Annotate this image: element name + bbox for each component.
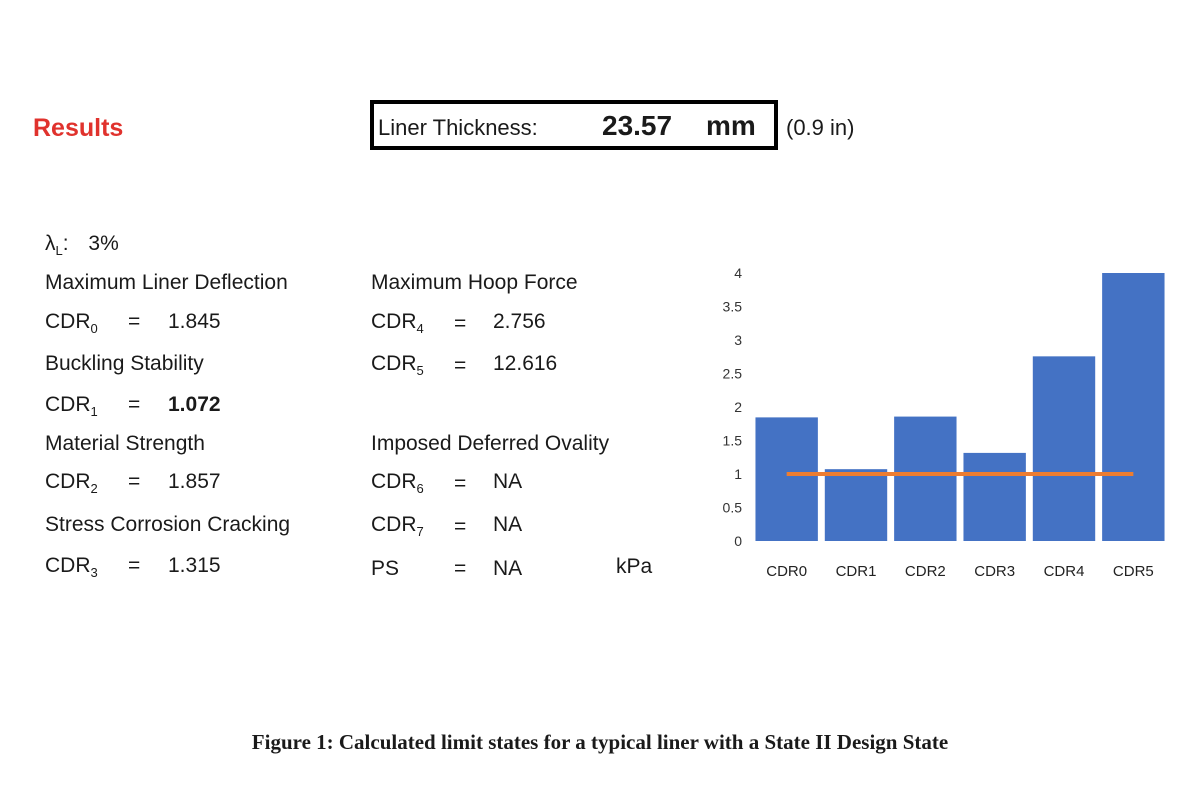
bar-cdr2	[894, 416, 957, 541]
corrosion-heading: Stress Corrosion Cracking	[45, 513, 291, 536]
cdr5-label: CDR5	[371, 352, 424, 378]
ps-label: PS	[371, 557, 400, 580]
liner-thickness-unit: mm	[706, 110, 756, 141]
y-tick-label: 1	[734, 466, 742, 482]
cdr-bar-chart: 0 0.5 1 1.5 2 2.5 3 3.5 4 CDR0 CDR1 CDR2 CDR3 CDR4 CDR…	[723, 265, 1165, 580]
y-tick-label: 1.5	[723, 433, 743, 449]
y-tick-label: 3	[734, 332, 742, 348]
liner-thickness-alt: (0.9 in)	[786, 115, 855, 140]
y-tick-label: 0	[734, 533, 742, 549]
figure-caption: Figure 1: Calculated limit states for a …	[251, 730, 949, 754]
y-tick-label: 4	[734, 265, 742, 281]
liner-thickness-box	[370, 100, 778, 150]
lambda-value: 3%	[88, 232, 119, 255]
lambda-colon: :	[62, 232, 69, 255]
buckling-heading: Buckling Stability	[45, 352, 204, 375]
x-category-label: CDR1	[836, 563, 877, 580]
cdr5-value: 12.616	[493, 352, 558, 375]
cdr1-value: 1.072	[168, 393, 221, 416]
bar-cdr3	[963, 452, 1026, 541]
cdr5-eq: =	[454, 354, 467, 377]
cdr0-label: CDR0	[45, 310, 98, 336]
cdr4-label: CDR4	[371, 310, 424, 336]
y-tick-label: 0.5	[723, 500, 743, 516]
cdr7-label: CDR7	[371, 513, 424, 539]
lambda-row: λL: 3%	[45, 232, 119, 258]
x-category-label: CDR3	[974, 563, 1015, 580]
cdr6-label: CDR6	[371, 470, 424, 496]
cdr0-value: 1.845	[168, 310, 221, 333]
ps-eq: =	[454, 557, 467, 580]
bar-cdr5	[1102, 273, 1165, 541]
material-heading: Material Strength	[45, 432, 205, 455]
cdr2-eq: =	[128, 470, 141, 493]
cdr3-label: CDR3	[45, 554, 98, 580]
x-category-label: CDR0	[766, 563, 807, 580]
cdr4-value: 2.756	[493, 310, 546, 333]
y-tick-label: 2	[734, 399, 742, 415]
cdr7-value: NA	[493, 513, 523, 536]
hoop-heading: Maximum Hoop Force	[371, 271, 578, 294]
x-category-label: CDR4	[1044, 563, 1085, 580]
bar-cdr0	[755, 417, 818, 541]
cdr6-value: NA	[493, 470, 523, 493]
cdr3-eq: =	[128, 554, 141, 577]
liner-thickness-value: 23.57	[602, 110, 673, 141]
lambda-subscript: L	[55, 243, 63, 258]
y-tick-label: 2.5	[723, 366, 743, 382]
ps-unit: kPa	[616, 555, 653, 578]
cdr3-value: 1.315	[168, 554, 221, 577]
cdr1-eq: =	[128, 393, 141, 416]
lambda-symbol: λ	[45, 232, 56, 255]
cdr2-value: 1.857	[168, 470, 221, 493]
ps-value: NA	[493, 557, 523, 580]
liner-thickness-label: Liner Thickness:	[378, 115, 538, 140]
cdr0-eq: =	[128, 310, 141, 333]
cdr1-label: CDR1	[45, 393, 98, 419]
bar-cdr4	[1032, 356, 1096, 541]
ovality-heading: Imposed Deferred Ovality	[371, 432, 610, 455]
cdr2-label: CDR2	[45, 470, 98, 496]
x-category-label: CDR5	[1113, 563, 1154, 580]
cdr4-eq: =	[454, 312, 467, 335]
bar-cdr1	[824, 469, 888, 541]
cdr6-eq: =	[454, 472, 467, 495]
deflection-heading: Maximum Liner Deflection	[45, 271, 288, 294]
x-category-label: CDR2	[905, 563, 946, 580]
y-tick-label: 3.5	[723, 299, 743, 315]
results-heading: Results	[33, 114, 124, 142]
cdr7-eq: =	[454, 515, 467, 538]
